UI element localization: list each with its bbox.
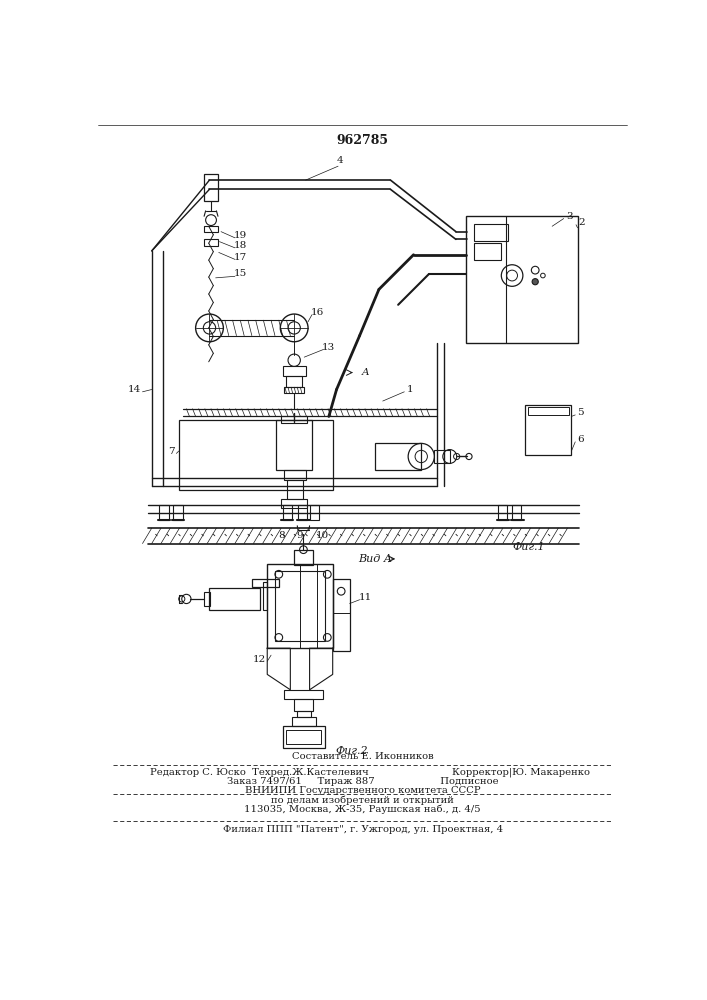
Text: 113035, Москва, Ж-35, Раушская наб., д. 4/5: 113035, Москва, Ж-35, Раушская наб., д. … bbox=[245, 804, 481, 814]
Text: Вид А: Вид А bbox=[358, 554, 392, 564]
Bar bbox=[179, 420, 333, 490]
Text: 13: 13 bbox=[322, 343, 335, 352]
Text: 8: 8 bbox=[278, 531, 284, 540]
Bar bbox=[525, 405, 571, 455]
Text: Составитель Е. Иконников: Составитель Е. Иконников bbox=[292, 752, 433, 761]
Bar bbox=[204, 174, 218, 201]
Bar bbox=[498, 505, 508, 520]
Bar bbox=[160, 505, 169, 520]
Bar bbox=[276, 420, 312, 470]
Text: 17: 17 bbox=[234, 253, 247, 262]
Bar bbox=[252, 579, 279, 587]
Text: 4: 4 bbox=[337, 156, 344, 165]
Bar bbox=[204, 239, 218, 246]
Bar bbox=[287, 480, 303, 499]
Bar bbox=[204, 226, 218, 232]
Bar bbox=[283, 505, 292, 520]
Text: 11: 11 bbox=[359, 593, 373, 602]
Text: Заказ 7497/61     Тираж 887                     Подписное: Заказ 7497/61 Тираж 887 Подписное bbox=[227, 777, 498, 786]
Bar bbox=[284, 470, 305, 480]
Text: 12: 12 bbox=[253, 654, 266, 664]
Text: 9: 9 bbox=[296, 531, 303, 540]
Text: 14: 14 bbox=[128, 385, 141, 394]
Text: 19: 19 bbox=[234, 231, 247, 240]
Text: 18: 18 bbox=[234, 241, 247, 250]
Text: 5: 5 bbox=[578, 408, 584, 417]
Text: A: A bbox=[362, 368, 370, 377]
Text: 6: 6 bbox=[578, 435, 584, 444]
Bar bbox=[512, 505, 521, 520]
Bar bbox=[286, 730, 321, 744]
Bar bbox=[283, 366, 305, 376]
Bar bbox=[434, 450, 450, 463]
Bar bbox=[292, 717, 316, 726]
Bar bbox=[173, 505, 182, 520]
Bar bbox=[281, 416, 308, 423]
Bar bbox=[474, 224, 508, 241]
Bar bbox=[264, 582, 267, 610]
Bar bbox=[284, 690, 324, 699]
Bar bbox=[333, 579, 350, 651]
Bar bbox=[527, 407, 569, 415]
Bar bbox=[294, 699, 313, 711]
Text: 10: 10 bbox=[316, 531, 329, 540]
Bar bbox=[283, 726, 325, 748]
Bar bbox=[284, 387, 304, 393]
Text: 3: 3 bbox=[566, 212, 573, 221]
Text: Филиал ППП "Патент", г. Ужгород, ул. Проектная, 4: Филиал ППП "Патент", г. Ужгород, ул. Про… bbox=[223, 825, 503, 834]
Text: 962785: 962785 bbox=[337, 134, 389, 147]
Bar bbox=[466, 216, 578, 343]
Bar bbox=[204, 592, 210, 606]
Circle shape bbox=[532, 279, 538, 285]
Text: по делам изобретений и открытий: по делам изобретений и открытий bbox=[271, 795, 454, 805]
Text: Редактор С. Юско  Техред.Ж.Кастелевич: Редактор С. Юско Техред.Ж.Кастелевич bbox=[150, 768, 369, 777]
Bar bbox=[209, 588, 259, 610]
Text: ВНИИПИ Государственного комитета СССР: ВНИИПИ Государственного комитета СССР bbox=[245, 786, 481, 795]
Bar bbox=[296, 711, 311, 717]
Text: 16: 16 bbox=[310, 308, 324, 317]
Bar bbox=[310, 505, 319, 520]
Text: Фиг.1: Фиг.1 bbox=[513, 542, 545, 552]
Text: Фиг.2: Фиг.2 bbox=[336, 746, 368, 756]
Text: Корректор|Ю. Макаренко: Корректор|Ю. Макаренко bbox=[452, 767, 590, 777]
Bar bbox=[275, 571, 325, 641]
Text: 2: 2 bbox=[578, 218, 585, 227]
Bar bbox=[474, 243, 501, 260]
Text: 15: 15 bbox=[234, 269, 247, 278]
Text: 1: 1 bbox=[407, 385, 413, 394]
Bar bbox=[375, 443, 421, 470]
Bar bbox=[267, 564, 333, 648]
Bar bbox=[286, 376, 302, 387]
Bar bbox=[298, 505, 308, 520]
Text: 7: 7 bbox=[168, 447, 175, 456]
Bar bbox=[281, 499, 308, 508]
Bar bbox=[294, 550, 313, 565]
